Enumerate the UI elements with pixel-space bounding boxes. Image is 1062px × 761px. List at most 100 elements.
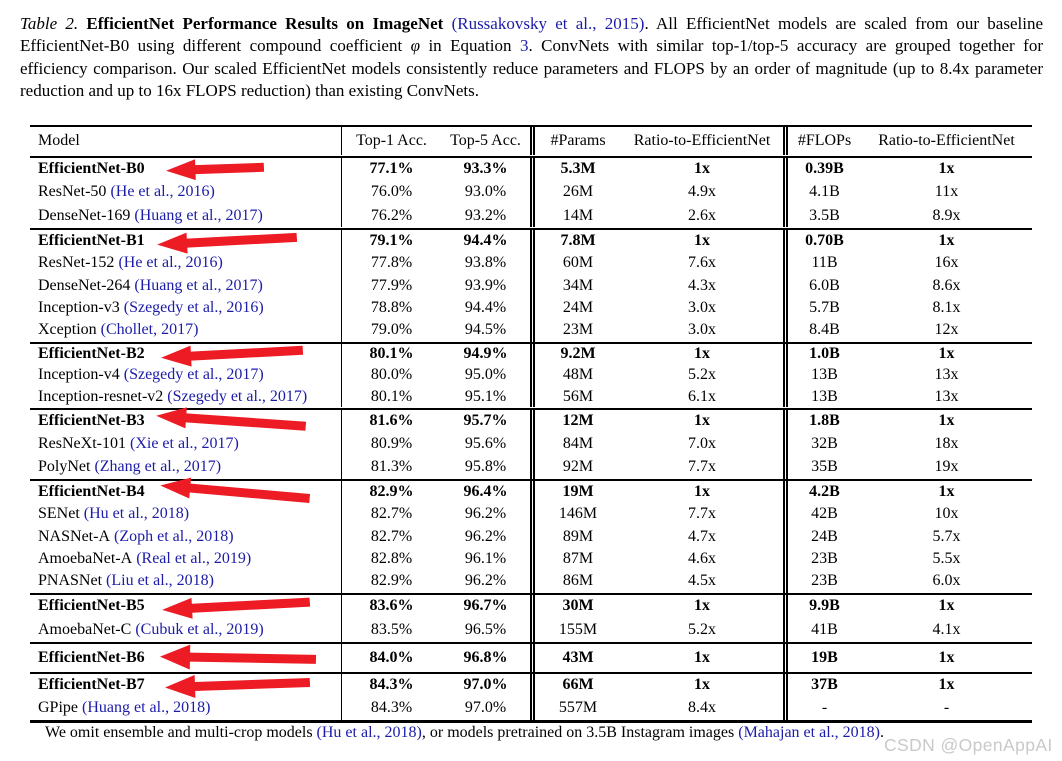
citation-link[interactable]: (Hu et al., 2018) bbox=[79, 505, 190, 523]
top1-acc-value: 80.0% bbox=[370, 366, 413, 384]
citation-link[interactable]: (Huang et al., 2017) bbox=[130, 276, 263, 294]
citation-link[interactable]: (He et al., 2016) bbox=[114, 254, 223, 272]
footnote-text-2: , or models pretrained on 3.5B Instagram… bbox=[421, 724, 739, 741]
citation-link[interactable]: (Zhang et al., 2017) bbox=[90, 458, 222, 475]
model-name-cell: EfficientNet-B7 bbox=[30, 673, 342, 698]
model-name-cell: EfficientNet-B2 bbox=[30, 343, 342, 367]
ratio-to-efficientnet-flops-value: - bbox=[943, 699, 950, 716]
params-value: 26M bbox=[562, 183, 594, 201]
column-header-model: Model bbox=[30, 127, 342, 155]
citation-link[interactable]: (Szegedy et al., 2017) bbox=[119, 366, 264, 384]
table-row: DenseNet-169 (Huang et al., 2017) 76.2% 93… bbox=[30, 204, 1032, 228]
ratio-to-efficientnet-flops-value: 13x bbox=[934, 387, 959, 405]
ratio-to-efficientnet-params-value: 1x bbox=[621, 480, 788, 503]
ratio-to-efficientnet-flops-value: 1x bbox=[938, 231, 955, 249]
ratio-to-efficientnet-flops-value: 4.1x bbox=[932, 620, 961, 638]
citation-link[interactable]: (He et al., 2016) bbox=[106, 183, 215, 201]
model-group-0: EfficientNet-B0 77.1% 93.3% 5.3M 1x 0.39B 1x Re… bbox=[30, 157, 1032, 228]
params-value: 48M bbox=[562, 366, 594, 384]
flops-value: 4.1B bbox=[809, 183, 840, 201]
top5-acc-value: 97.0% bbox=[441, 673, 535, 697]
table-footnote: We omit ensemble and multi-crop models (… bbox=[45, 723, 1035, 743]
table-row: Inception-v3 (Szegedy et al., 2016) 78.8%… bbox=[30, 296, 1032, 320]
citation-link[interactable]: (Szegedy et al., 2017) bbox=[163, 387, 308, 405]
model-name-cell: SENet (Hu et al., 2018) bbox=[30, 502, 342, 526]
equation-3-link[interactable]: 3 bbox=[519, 36, 529, 56]
top1-acc-value: 82.7% bbox=[370, 527, 413, 545]
model-name: NASNet-A bbox=[38, 527, 110, 545]
caption-body-3: . ConvNets with similar top-1/top-5 accu… bbox=[20, 36, 1043, 100]
column-header-top5-acc: Top-5 Acc. bbox=[441, 127, 535, 155]
ratio-to-efficientnet-flops-value: 6.0x bbox=[932, 572, 961, 590]
top1-acc-value: 77.8% bbox=[370, 254, 413, 272]
params-value: 24M bbox=[562, 298, 594, 316]
model-name-cell: EfficientNet-B4 bbox=[30, 477, 342, 503]
ratio-to-efficientnet-params-value: 1x bbox=[621, 673, 788, 697]
ratio-to-efficientnet-params-value: 8.4x bbox=[621, 696, 788, 720]
model-group-2: EfficientNet-B2 80.1% 94.9% 9.2M 1x 1.0B 1x Inc… bbox=[30, 341, 1032, 408]
top1-acc-value: 76.2% bbox=[370, 206, 413, 224]
ratio-to-efficientnet-flops-value: 8.1x bbox=[932, 298, 961, 316]
column-header-top1-acc: Top-1 Acc. bbox=[356, 132, 427, 149]
model-group-4: EfficientNet-B4 82.9% 96.4% 19M 1x 4.2B 1x SENe… bbox=[30, 477, 1032, 593]
citation-link[interactable]: (Chollet, 2017) bbox=[96, 321, 199, 339]
top5-acc-value: 93.8% bbox=[441, 251, 535, 275]
params-value: 66M bbox=[562, 676, 594, 693]
column-header-ratio-to-efficientnet-params: Ratio-to-EfficientNet bbox=[621, 127, 788, 155]
citation-link[interactable]: (Liu et al., 2018) bbox=[102, 572, 214, 590]
top5-acc-value: 96.2% bbox=[441, 525, 535, 548]
model-name: GPipe bbox=[38, 699, 78, 716]
model-name: PolyNet bbox=[38, 458, 91, 475]
citation-link[interactable]: (Szegedy et al., 2016) bbox=[119, 298, 264, 316]
flops-value: 0.39B bbox=[805, 160, 844, 178]
flops-value: 0.70B bbox=[805, 231, 844, 249]
citation-link[interactable]: (Cubuk et al., 2019) bbox=[131, 620, 264, 638]
citation-link[interactable]: (Xie et al., 2017) bbox=[125, 435, 239, 452]
ratio-to-efficientnet-params-value: 4.3x bbox=[621, 274, 788, 297]
table-row: Inception-v4 (Szegedy et al., 2017) 80.0%… bbox=[30, 364, 1032, 387]
top5-acc-value: 93.3% bbox=[441, 157, 535, 181]
caption-label: Table 2. bbox=[20, 14, 79, 33]
ratio-to-efficientnet-params-value: 3.0x bbox=[621, 319, 788, 342]
model-name-cell: EfficientNet-B0 bbox=[30, 157, 342, 181]
model-name-cell: DenseNet-169 (Huang et al., 2017) bbox=[30, 204, 342, 228]
top1-acc-value: 82.7% bbox=[370, 505, 413, 523]
ratio-to-efficientnet-params-value: 4.9x bbox=[621, 180, 788, 205]
citation-link[interactable]: (Real et al., 2019) bbox=[132, 549, 252, 567]
table-row: EfficientNet-B6 84.0% 96.8% 43M 1x 19B 1x bbox=[30, 643, 1032, 672]
citation-link[interactable]: (Huang et al., 2018) bbox=[78, 699, 211, 716]
model-name-cell: DenseNet-264 (Huang et al., 2017) bbox=[30, 274, 342, 297]
citation-link[interactable]: (Zoph et al., 2018) bbox=[110, 527, 234, 545]
params-value: 43M bbox=[562, 648, 594, 666]
top5-acc-value: 94.5% bbox=[441, 319, 535, 342]
flops-value: 13B bbox=[811, 387, 838, 405]
table-row: EfficientNet-B2 80.1% 94.9% 9.2M 1x 1.0B 1x bbox=[30, 343, 1032, 367]
table-row: Inception-resnet-v2 (Szegedy et al., 201… bbox=[30, 386, 1032, 408]
red-arrow-icon bbox=[160, 644, 317, 670]
top1-acc-value: 76.0% bbox=[370, 183, 413, 201]
params-value: 87M bbox=[562, 549, 594, 567]
model-name-cell: ResNeXt-101 (Xie et al., 2017) bbox=[30, 432, 342, 456]
top5-acc-value: 97.0% bbox=[441, 696, 535, 720]
params-value: 9.2M bbox=[560, 345, 596, 363]
top1-acc-value: 84.0% bbox=[369, 648, 414, 666]
top1-acc-value: 77.9% bbox=[370, 276, 413, 294]
citation-link-hu[interactable]: (Hu et al., 2018) bbox=[316, 724, 422, 741]
flops-value: 32B bbox=[811, 435, 838, 452]
citation-link[interactable]: (Huang et al., 2017) bbox=[130, 206, 263, 224]
ratio-to-efficientnet-flops-value: 1x bbox=[938, 345, 955, 363]
table-row: AmoebaNet-A (Real et al., 2019) 82.8% 96.1… bbox=[30, 547, 1032, 571]
table-row: EfficientNet-B1 79.1% 94.4% 7.8M 1x 0.70B 1x bbox=[30, 229, 1032, 254]
model-name-cell: EfficientNet-B3 bbox=[30, 407, 342, 433]
ratio-to-efficientnet-params-value: 7.0x bbox=[621, 432, 788, 456]
column-header-ratio-to-efficientnet-flops: Ratio-to-EfficientNet bbox=[878, 132, 1015, 149]
top5-acc-value: 93.9% bbox=[441, 274, 535, 297]
model-name-cell: Inception-v4 (Szegedy et al., 2017) bbox=[30, 364, 342, 387]
caption-body-1: . All EfficientNet models are scaled fro… bbox=[20, 14, 1043, 56]
top5-acc-value: 95.7% bbox=[441, 409, 535, 433]
ratio-to-efficientnet-flops-value: 1x bbox=[938, 482, 955, 500]
ratio-to-efficientnet-params-value: 1x bbox=[621, 409, 788, 433]
citation-link-russakovsky[interactable]: (Russakovsky et al., 2015) bbox=[451, 14, 645, 33]
citation-link-mahajan[interactable]: (Mahajan et al., 2018) bbox=[738, 724, 880, 741]
